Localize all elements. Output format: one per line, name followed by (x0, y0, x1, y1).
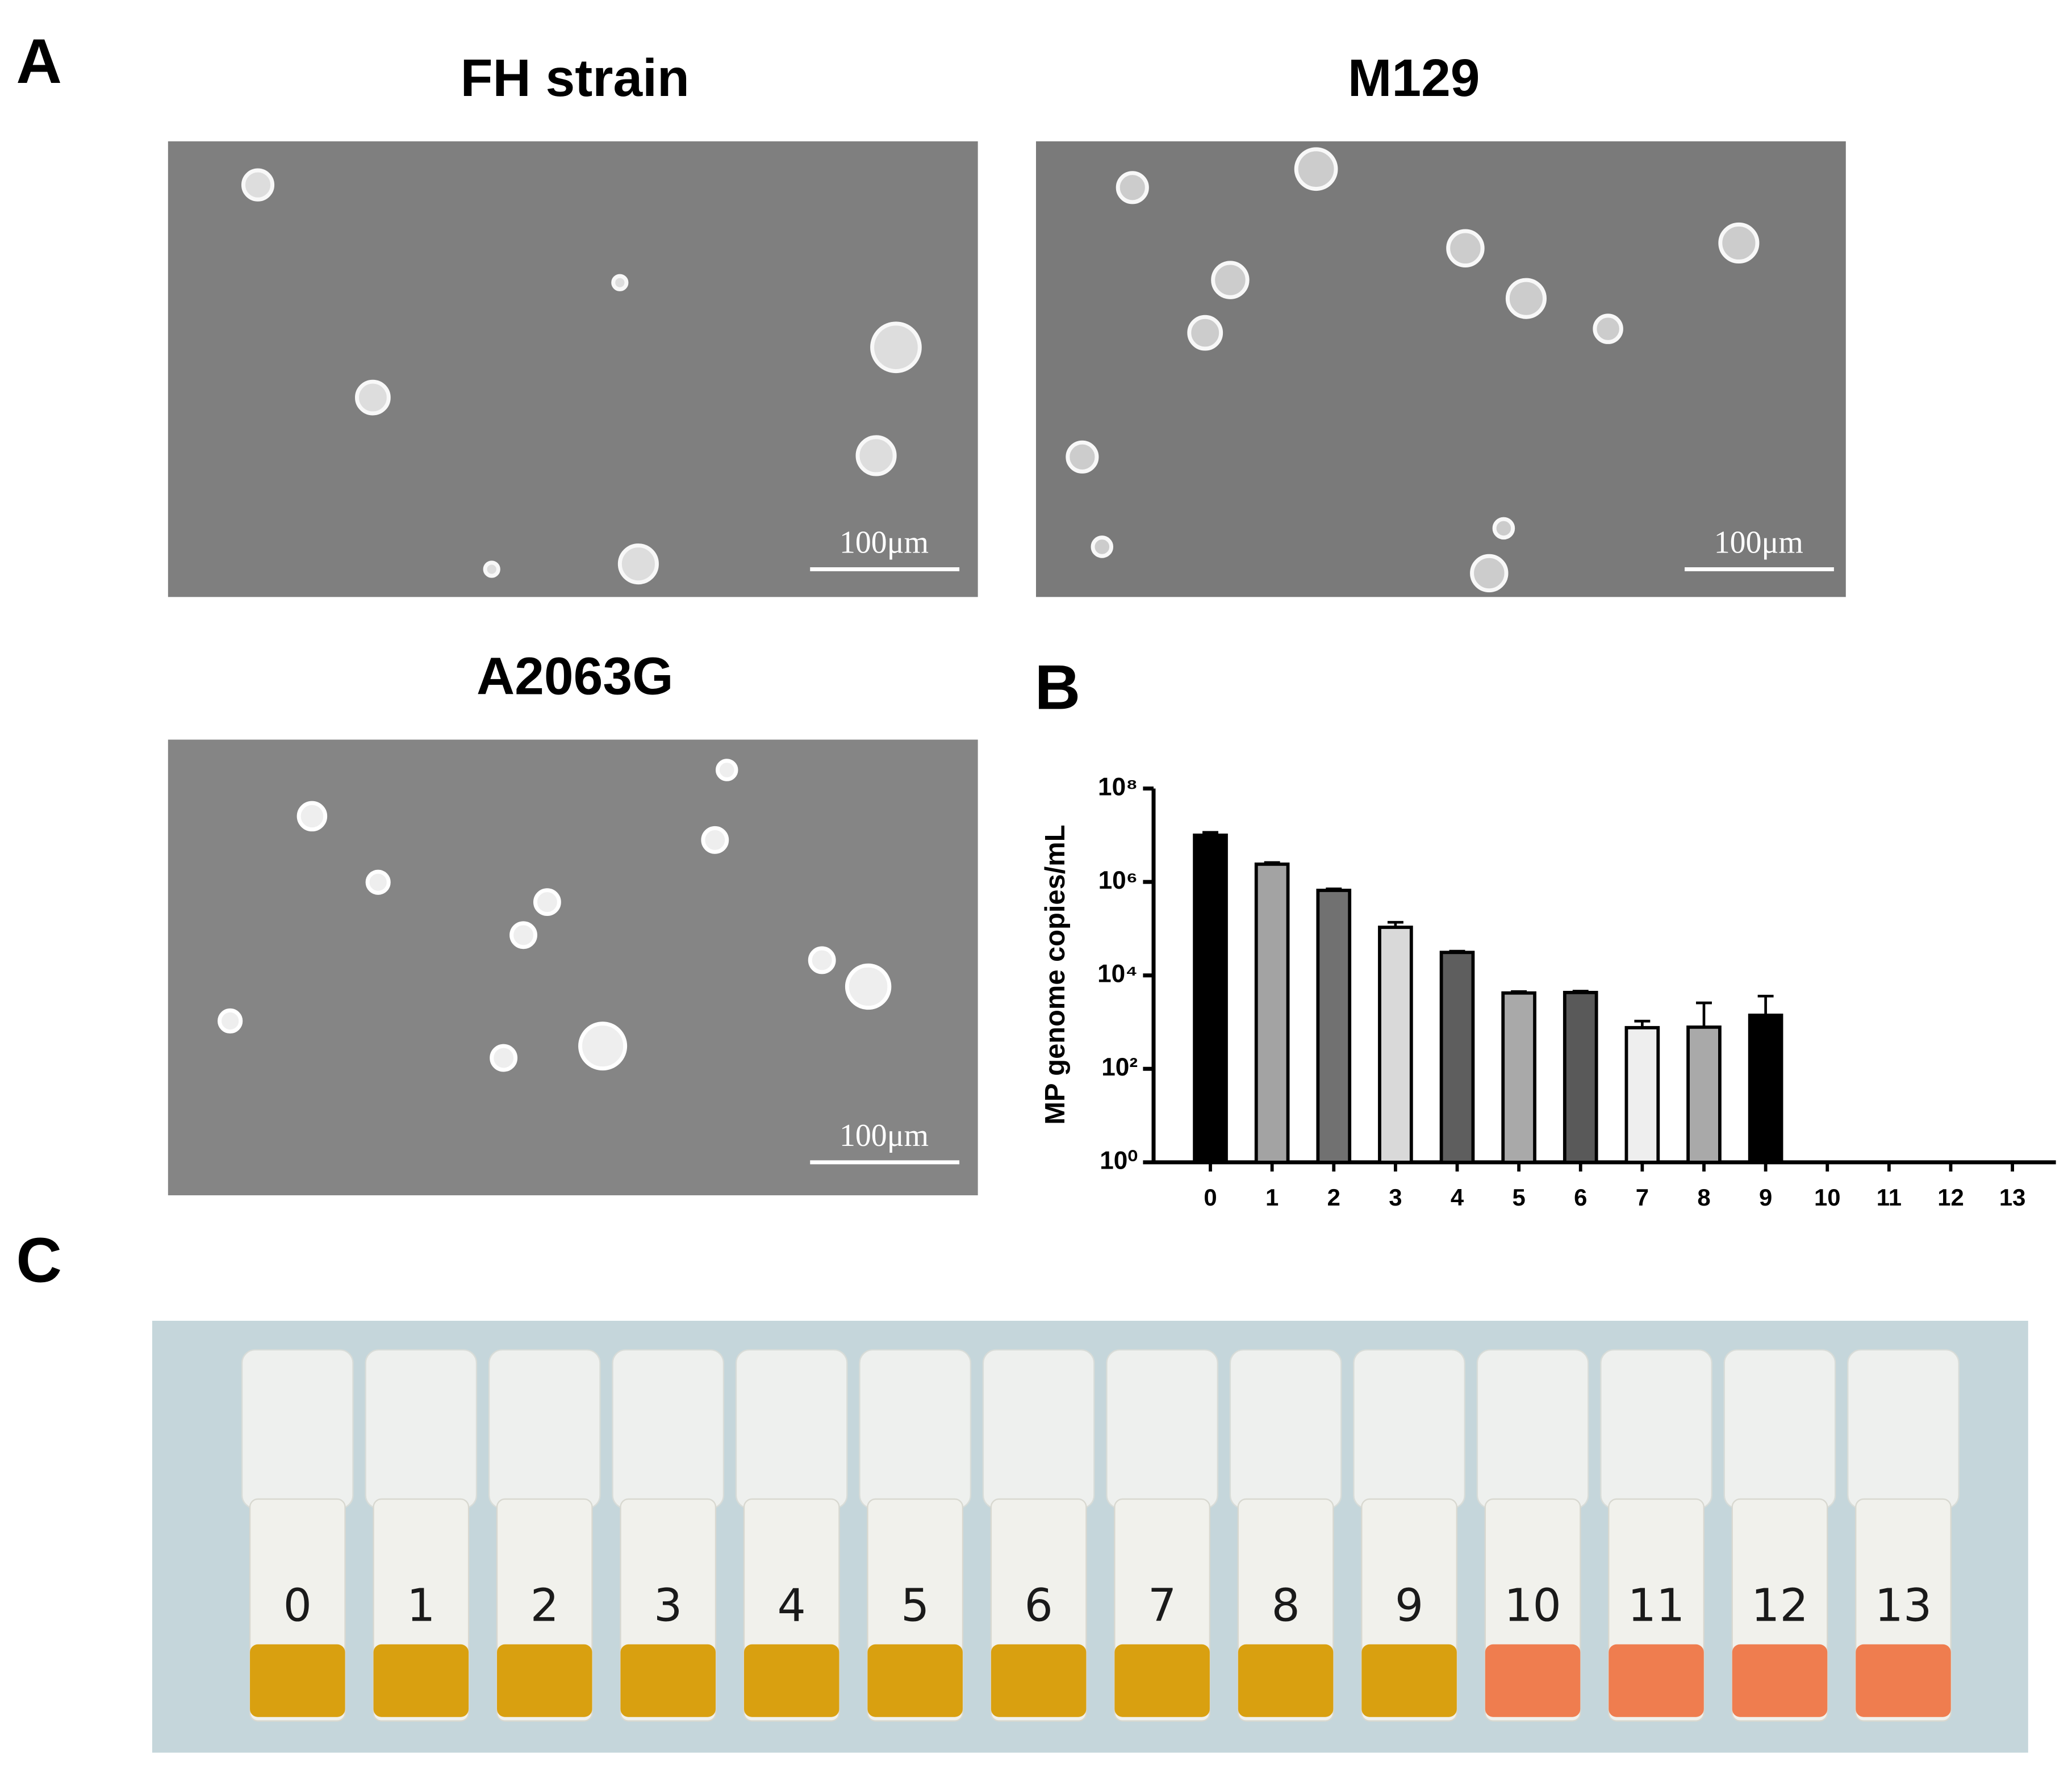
error-bar (1634, 1019, 1651, 1028)
panel-label: A (16, 26, 62, 97)
micrograph (168, 141, 978, 597)
micrograph (1036, 141, 1846, 597)
scale-bar-label: 100μm (1714, 525, 1803, 560)
error-bar (1757, 994, 1774, 1015)
tube-liquid (373, 1644, 469, 1717)
x-tick-label: 2 (1327, 1184, 1340, 1211)
error-bar (1326, 888, 1342, 890)
micrograph (168, 739, 978, 1195)
tube-cap (1723, 1349, 1836, 1509)
panel-label: C (16, 1225, 62, 1296)
scale-bar-label: 100μm (839, 1118, 929, 1153)
scale-bar-label: 100μm (839, 525, 929, 560)
error-bar (1202, 831, 1218, 835)
error-bar (1572, 990, 1589, 993)
y-tick-label: 10⁰ (1100, 1147, 1138, 1175)
tube-label: 1 (407, 1579, 435, 1631)
x-tick-label: 6 (1574, 1184, 1587, 1211)
x-tick-label: 0 (1204, 1184, 1217, 1211)
y-tick-label: 10² (1101, 1053, 1138, 1081)
tube-cap (1106, 1349, 1218, 1509)
tube-liquid (620, 1644, 716, 1717)
x-tick-label: 5 (1512, 1184, 1525, 1211)
tube-liquid (1238, 1644, 1334, 1717)
tube-liquid (1732, 1644, 1828, 1717)
tube-cap (1229, 1349, 1342, 1509)
tube-label: 0 (283, 1579, 312, 1631)
tube-liquid (1485, 1644, 1581, 1717)
tube-photo: 0 1 2 3 4 5 6 7 8 9 10 11 12 13 (241, 1349, 1960, 1722)
bar (1501, 991, 1536, 1164)
bar (1193, 833, 1228, 1164)
tube-cap (735, 1349, 848, 1509)
tube-liquid (867, 1644, 963, 1717)
y-tick-label: 10⁶ (1098, 867, 1138, 894)
x-tick-label: 1 (1265, 1184, 1279, 1211)
x-tick-label: 7 (1636, 1184, 1649, 1211)
tube-liquid (497, 1644, 592, 1717)
x-tick-label: 10 (1814, 1184, 1841, 1211)
tube-label: 13 (1875, 1579, 1932, 1631)
bar (1316, 889, 1352, 1164)
x-tick-label: 11 (1877, 1184, 1902, 1211)
tube-liquid (1856, 1644, 1951, 1717)
tube-label: 3 (654, 1579, 682, 1631)
image-title: FH strain (461, 48, 690, 107)
bar (1748, 1014, 1783, 1164)
y-tick-label: 10⁴ (1097, 960, 1138, 987)
bar (1439, 951, 1475, 1164)
tube-label: 7 (1148, 1579, 1176, 1631)
panel-label: B (1035, 651, 1081, 722)
tube-label: 6 (1024, 1579, 1052, 1631)
tube-liquid (743, 1644, 839, 1717)
tube-label: 12 (1751, 1579, 1808, 1631)
tube-liquid (250, 1644, 345, 1717)
x-tick-label: 4 (1451, 1184, 1464, 1211)
bar (1686, 1025, 1722, 1164)
image-title: M129 (1348, 48, 1480, 107)
tube-cap (859, 1349, 972, 1509)
tube-cap (1847, 1349, 1960, 1509)
error-bar (1449, 949, 1465, 953)
tube-cap (982, 1349, 1095, 1509)
tube-label: 4 (778, 1579, 806, 1631)
tube-liquid (1114, 1644, 1210, 1717)
x-tick-label: 13 (1999, 1184, 2026, 1211)
x-tick-label: 12 (1937, 1184, 1964, 1211)
error-bar (1696, 1001, 1712, 1027)
bar (1254, 862, 1290, 1164)
tube-label: 11 (1628, 1579, 1685, 1631)
tube-label: 9 (1395, 1579, 1423, 1631)
tube-liquid (991, 1644, 1087, 1717)
bar (1624, 1026, 1660, 1164)
tube-cap (1476, 1349, 1589, 1509)
error-bar (1387, 920, 1403, 928)
y-tick-label: 10⁸ (1098, 773, 1138, 801)
tube-liquid (1361, 1644, 1457, 1717)
tube-cap (488, 1349, 601, 1509)
image-title: A2063G (477, 646, 673, 705)
bar (1378, 926, 1413, 1164)
tube-liquid (1609, 1644, 1704, 1717)
y-axis-label: MP genome copies/mL (1040, 825, 1071, 1124)
x-tick-label: 8 (1697, 1184, 1710, 1211)
tube-label: 5 (901, 1579, 929, 1631)
error-bar (1511, 990, 1527, 993)
tube-cap (1353, 1349, 1465, 1509)
tube-label: 10 (1504, 1579, 1561, 1631)
tube-cap (241, 1349, 354, 1509)
tube-cap (612, 1349, 725, 1509)
bar (1563, 990, 1598, 1164)
tube-cap (1600, 1349, 1712, 1509)
tube-label: 2 (530, 1579, 559, 1631)
tube-label: 8 (1271, 1579, 1300, 1631)
tube-cap (365, 1349, 478, 1509)
x-tick-label: 9 (1759, 1184, 1772, 1211)
error-bar (1264, 861, 1280, 864)
x-tick-label: 3 (1389, 1184, 1402, 1211)
